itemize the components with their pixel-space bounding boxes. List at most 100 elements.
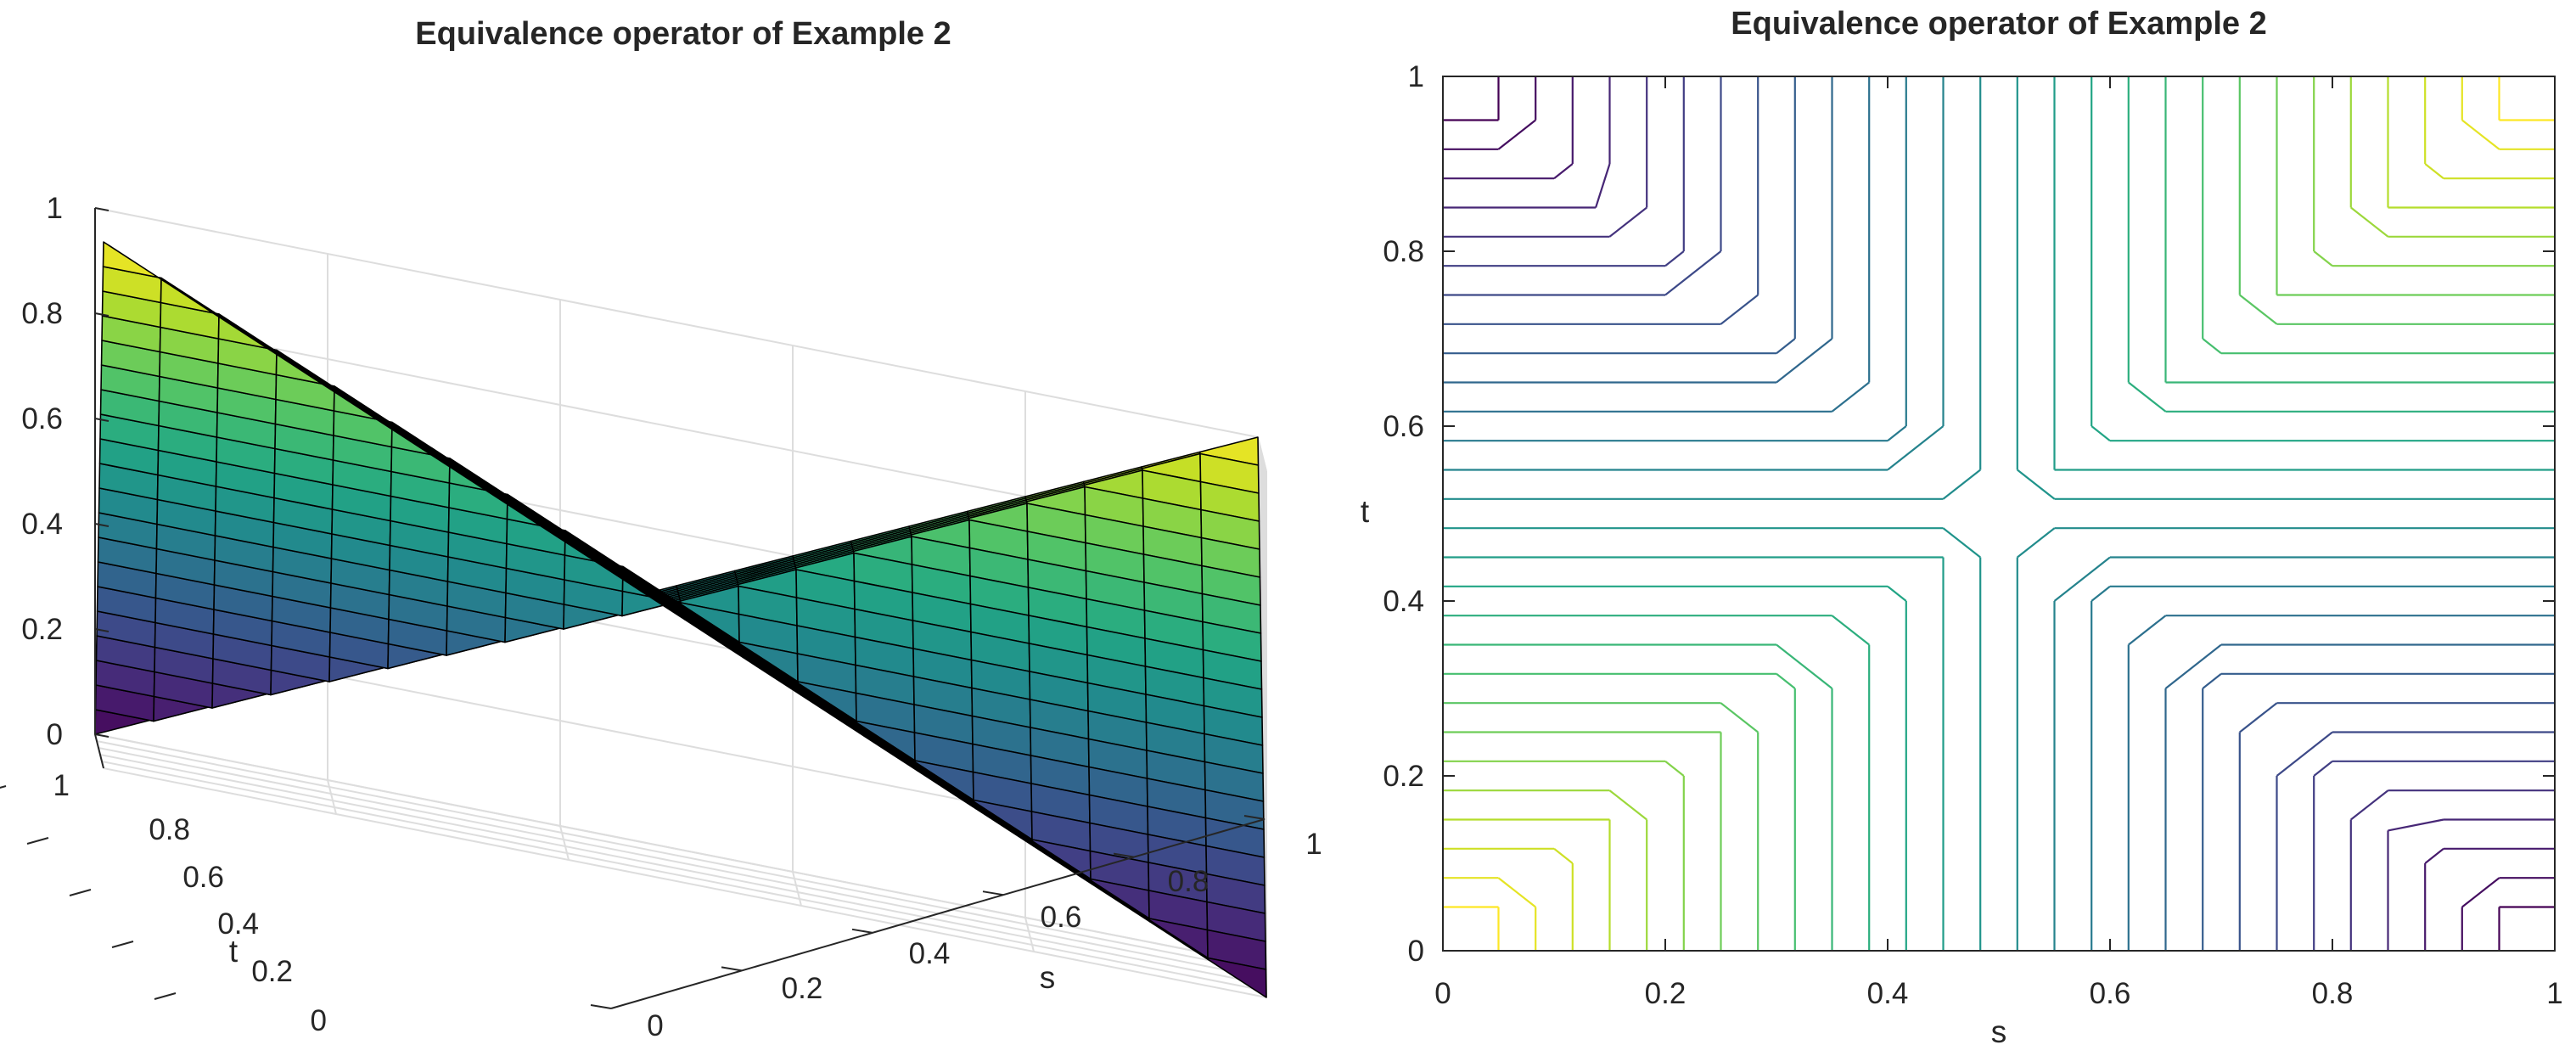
surface-z-tick-label: 0.4 — [21, 508, 63, 541]
surface-s-axis-line — [610, 818, 1266, 1009]
contour-level-line — [1443, 76, 2555, 951]
contour-level-line — [1443, 76, 2555, 951]
surface-t-tick — [111, 941, 134, 948]
surface-t-tick-label: 1 — [53, 769, 70, 802]
contour-level-line — [1443, 76, 2555, 951]
surface-z-tick — [94, 733, 109, 738]
contour-s-axis-label: s — [1991, 1014, 2007, 1049]
surface-gridline — [792, 871, 802, 907]
surface-gridline — [103, 767, 1267, 998]
contour-level-line — [1443, 76, 2555, 951]
surface-s-tick-label: 0.2 — [782, 972, 823, 1005]
surface-gridline — [96, 740, 1260, 971]
contour-level-line — [1443, 76, 2555, 951]
contour-level-line — [1443, 76, 2555, 951]
contour-level-line — [1443, 76, 2555, 951]
contour-x-tick-label: 0 — [1434, 977, 1451, 1010]
contour-level-line — [1443, 76, 2555, 951]
contour-level-line — [1443, 76, 2555, 951]
surface-z-tick-label: 0 — [47, 718, 63, 751]
surface-gridline — [98, 747, 1262, 978]
contour-level-line — [1443, 76, 2555, 951]
surface-s-tick-label: 0.6 — [1041, 901, 1082, 934]
contour-y-tick-label: 0.4 — [1383, 585, 1424, 618]
surface-t-tick-label: 0.4 — [217, 907, 259, 941]
contour-level-line — [1443, 76, 2555, 951]
contour-chart: Equivalence operator of Example 2 0 0.2 0.… — [1361, 6, 2563, 1049]
contour-y-tick-label: 0.6 — [1383, 410, 1424, 443]
surface-t-tick-label: 0.6 — [182, 861, 224, 894]
contour-x-tick-label: 0.4 — [1867, 977, 1909, 1010]
contour-level-line — [1443, 76, 2555, 951]
surface-gridline — [559, 825, 570, 861]
surface-t-tick — [69, 889, 92, 896]
surface-s-tick-label: 0.8 — [1168, 865, 1209, 898]
surface-s-tick — [851, 928, 873, 934]
surface-z-tick-label: 0.2 — [21, 613, 63, 646]
surface-z-tick — [94, 418, 109, 422]
surface-s-tick-label: 0.4 — [909, 937, 951, 970]
surface-t-axis-line — [94, 733, 104, 769]
surface-mesh — [94, 241, 1267, 998]
contour-level-line — [1443, 76, 2555, 951]
surface-chart-title: Equivalence operator of Example 2 — [415, 16, 951, 52]
contour-level-line — [1443, 76, 2555, 951]
contour-level-line — [1443, 76, 2555, 951]
surface-gridline — [327, 779, 337, 815]
surface-s-tick — [1243, 815, 1266, 820]
surface-t-tick — [0, 785, 7, 789]
surface-t-tick-label: 0 — [311, 1004, 327, 1037]
surface-z-tick — [94, 312, 109, 317]
contour-ticks: 0 0.2 0.4 0.6 0.8 1 0 0.2 0.4 0.6 0.8 1 — [1383, 60, 2562, 1010]
contour-t-axis-label: t — [1361, 494, 1370, 529]
contour-level-line — [1443, 76, 2555, 951]
surface-axes: 0 0.2 0.4 0.6 0.8 1 0 0.2 0.4 0.6 0.8 1 0 0.2 0.4 0.6 0.… — [0, 192, 1322, 1042]
surface-s-tick — [1113, 852, 1135, 858]
contour-plot-frame — [1442, 76, 2556, 952]
surface-gridline — [94, 733, 1259, 964]
surface-z-tick-label: 0.6 — [21, 402, 63, 435]
surface-z-tick — [94, 207, 109, 211]
contour-y-tick-label: 0.2 — [1383, 760, 1424, 793]
contour-lines — [1443, 76, 2555, 951]
contour-level-line — [1443, 76, 2555, 951]
contour-level-line — [1443, 76, 2555, 951]
contour-x-tick-label: 1 — [2546, 977, 2562, 1010]
contour-y-tick-label: 0 — [1408, 935, 1424, 968]
surface-gridline — [101, 761, 1266, 991]
contour-x-tick-label: 0.8 — [2312, 977, 2354, 1010]
contour-level-line — [1443, 76, 2555, 951]
surface-s-tick-label: 1 — [1305, 828, 1322, 861]
contour-level-line — [1443, 76, 2555, 951]
surface-gridline — [94, 207, 1259, 438]
surface-t-tick — [154, 992, 177, 1000]
surface-z-tick — [94, 523, 109, 527]
surface-t-axis-label: t — [229, 934, 239, 969]
surface-gridline — [1024, 917, 1035, 952]
contour-level-line — [1443, 76, 2555, 951]
contour-level-line — [1443, 76, 2555, 951]
surface-gridline — [1257, 436, 1267, 472]
contour-level-line — [1443, 76, 2555, 951]
surface-s-tick — [721, 966, 743, 972]
contour-chart-title: Equivalence operator of Example 2 — [1731, 6, 2266, 42]
surface-z-tick-label: 0.8 — [21, 297, 63, 330]
surface-s-tick — [590, 1004, 612, 1009]
surface-s-tick — [982, 890, 1004, 896]
surface-patch — [1207, 957, 1267, 998]
contour-level-line — [1443, 76, 2555, 951]
surface-gridline — [99, 754, 1264, 985]
surface-t-tick-label: 0.8 — [149, 813, 190, 846]
contour-level-line — [1443, 76, 2555, 951]
surface-z-tick-label: 1 — [47, 192, 63, 225]
surface-z-tick — [94, 628, 109, 632]
contour-x-tick-label: 0.6 — [2090, 977, 2131, 1010]
contour-y-tick-label: 0.8 — [1383, 235, 1424, 268]
surface-chart: Equivalence operator of Example 2 0 0.2 0.… — [0, 16, 1322, 1042]
contour-level-line — [1443, 76, 2555, 951]
surface-s-axis-label: s — [1040, 960, 1056, 995]
surface-t-tick-label: 0.2 — [251, 955, 293, 988]
contour-x-tick-label: 0.2 — [1645, 977, 1686, 1010]
surface-t-tick — [26, 837, 49, 845]
contour-level-line — [1443, 76, 2555, 951]
